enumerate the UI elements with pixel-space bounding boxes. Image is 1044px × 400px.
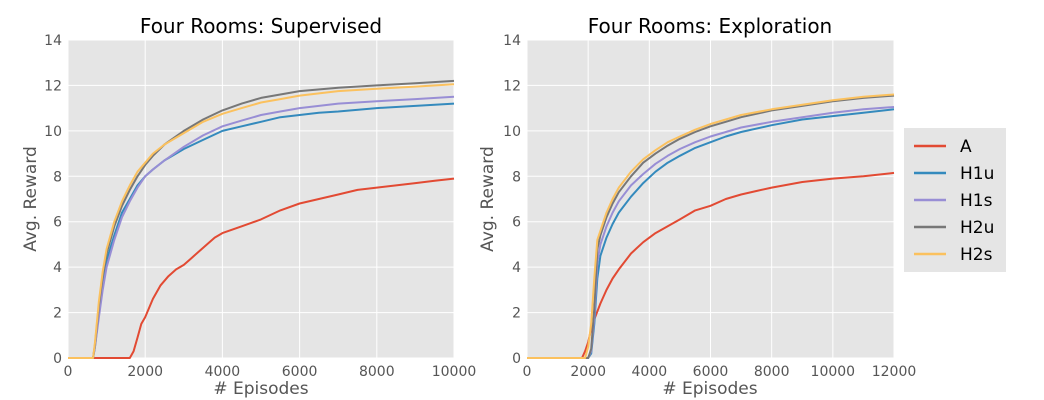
y-tick-label: 4	[512, 260, 521, 276]
x-tick-label: 10000	[432, 364, 477, 380]
x-axis-label: # Episodes	[662, 379, 757, 399]
legend: A H1u H1s H2u H2s	[904, 128, 1006, 272]
series-line-a	[68, 177, 455, 359]
chart-supervised: 0 2 4 6 8 10 12 14 0 2000 4000 6000 8000 10000 Four R…	[21, 14, 476, 399]
x-tick-label: 8000	[359, 364, 395, 380]
plot-background	[68, 40, 454, 358]
tick-labels: 0 2 4 6 8 10 12 14 0 2000 4000 6000 8000 10000	[44, 33, 476, 380]
x-tick-label: 0	[523, 364, 532, 380]
y-axis-label: Avg. Reward	[21, 146, 41, 252]
y-tick-label: 14	[503, 33, 521, 49]
y-tick-label: 6	[512, 215, 521, 231]
legend-label-h1s: H1s	[960, 191, 993, 211]
x-tick-label: 10000	[811, 364, 856, 380]
y-tick-label: 14	[44, 33, 62, 49]
legend-label-h2u: H2u	[960, 218, 994, 238]
series-line-h2u	[527, 94, 895, 359]
x-tick-label: 4000	[205, 364, 241, 380]
x-axis-label: # Episodes	[213, 379, 308, 399]
x-tick-label: 0	[64, 364, 73, 380]
x-tick-label: 2000	[127, 364, 163, 380]
legend-label-h2s: H2s	[960, 245, 993, 265]
series-lines	[527, 93, 895, 359]
chart-title: Four Rooms: Exploration	[588, 14, 833, 38]
legend-label-a: A	[960, 137, 972, 157]
y-tick-label: 12	[503, 78, 521, 94]
y-tick-label: 10	[44, 124, 62, 140]
x-tick-label: 2000	[570, 364, 606, 380]
y-tick-label: 0	[53, 351, 62, 367]
chart-title: Four Rooms: Supervised	[140, 14, 382, 38]
grid	[67, 39, 455, 359]
legend-label-h1u: H1u	[960, 164, 994, 184]
y-tick-label: 0	[512, 351, 521, 367]
series-line-h1s	[68, 95, 455, 359]
tick-labels: 0 2 4 6 8 10 12 14 0 2000 4000 6000 8000 10000 12000	[503, 33, 916, 380]
y-tick-label: 8	[512, 169, 521, 185]
series-lines	[68, 79, 455, 359]
x-tick-label: 12000	[872, 364, 917, 380]
y-tick-label: 4	[53, 260, 62, 276]
x-tick-label: 6000	[693, 364, 729, 380]
series-line-h2s	[68, 83, 455, 359]
y-tick-label: 6	[53, 215, 62, 231]
x-tick-label: 4000	[632, 364, 668, 380]
y-tick-label: 8	[53, 169, 62, 185]
y-tick-label: 2	[512, 306, 521, 322]
chart-exploration: 0 2 4 6 8 10 12 14 0 2000 4000 6000 8000 10000 12000 F…	[478, 14, 916, 399]
x-tick-label: 8000	[754, 364, 790, 380]
y-tick-label: 2	[53, 306, 62, 322]
grid	[526, 39, 895, 359]
series-line-h2s	[527, 93, 895, 359]
y-tick-label: 10	[503, 124, 521, 140]
y-axis-label: Avg. Reward	[478, 146, 498, 252]
y-tick-label: 12	[44, 78, 62, 94]
x-tick-label: 6000	[282, 364, 318, 380]
